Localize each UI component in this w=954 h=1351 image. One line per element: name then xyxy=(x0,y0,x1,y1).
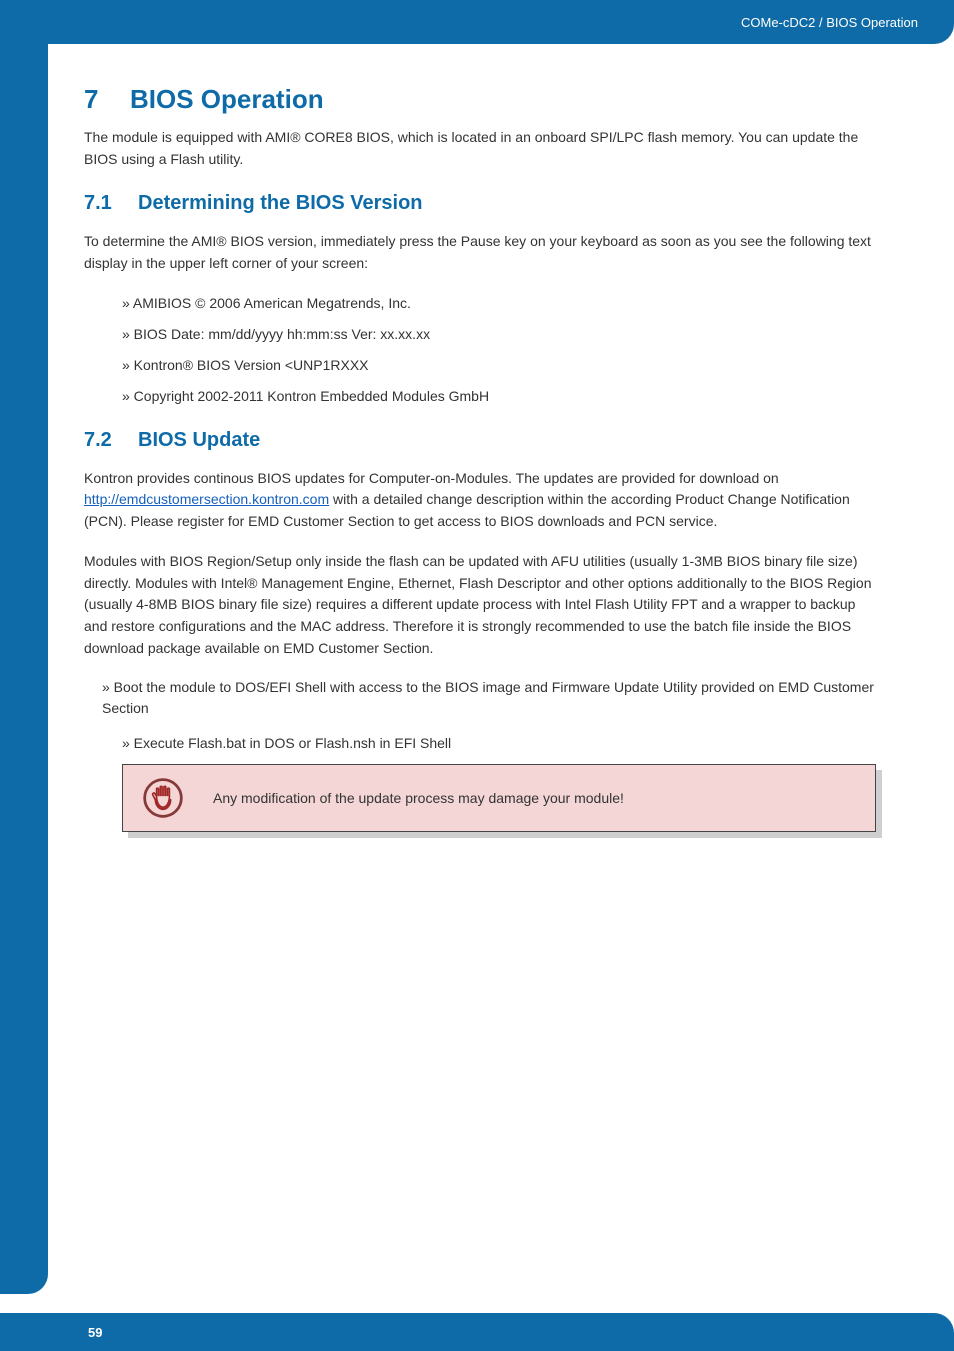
emd-customer-section-link[interactable]: http://emdcustomersection.kontron.com xyxy=(84,491,329,507)
p1-pre-text: Kontron provides continous BIOS updates … xyxy=(84,470,779,486)
list-item: » BIOS Date: mm/dd/yyyy hh:mm:ss Ver: xx… xyxy=(122,324,882,345)
subsection-number: 7.2 xyxy=(84,429,138,452)
subsection-title: BIOS Update xyxy=(138,429,260,451)
list-item: » AMIBIOS © 2006 American Megatrends, In… xyxy=(122,293,882,314)
warning-callout: Any modification of the update process m… xyxy=(122,764,882,838)
stop-hand-icon xyxy=(141,776,185,820)
page-header: COMe-cDC2 / BIOS Operation xyxy=(0,0,954,44)
subsection-7-2-p1: Kontron provides continous BIOS updates … xyxy=(84,468,882,533)
bios-update-steps: » Boot the module to DOS/EFI Shell with … xyxy=(102,677,882,754)
list-item: » Boot the module to DOS/EFI Shell with … xyxy=(102,677,882,719)
left-decorative-strip xyxy=(0,0,48,1294)
list-item: » Kontron® BIOS Version <UNP1RXXX xyxy=(122,355,882,376)
warning-text: Any modification of the update process m… xyxy=(213,790,624,806)
breadcrumb: COMe-cDC2 / BIOS Operation xyxy=(741,15,918,30)
section-intro: The module is equipped with AMI® CORE8 B… xyxy=(84,127,882,170)
subsection-7-2-heading: 7.2BIOS Update xyxy=(84,429,882,452)
subsection-7-1-intro: To determine the AMI® BIOS version, imme… xyxy=(84,231,882,274)
warning-box: Any modification of the update process m… xyxy=(122,764,876,832)
subsection-number: 7.1 xyxy=(84,192,138,215)
bios-version-list: » AMIBIOS © 2006 American Megatrends, In… xyxy=(122,293,882,407)
list-item: » Copyright 2002-2011 Kontron Embedded M… xyxy=(122,386,882,407)
section-number: 7 xyxy=(84,84,130,115)
page-footer: 59 xyxy=(0,1313,954,1351)
subsection-title: Determining the BIOS Version xyxy=(138,192,423,214)
section-title: BIOS Operation xyxy=(130,84,324,114)
subsection-7-1-heading: 7.1Determining the BIOS Version xyxy=(84,192,882,215)
list-item: » Execute Flash.bat in DOS or Flash.nsh … xyxy=(122,733,882,754)
subsection-7-2-p2: Modules with BIOS Region/Setup only insi… xyxy=(84,551,882,659)
page-number: 59 xyxy=(88,1325,102,1340)
page-content: 7BIOS Operation The module is equipped w… xyxy=(84,84,882,838)
section-heading: 7BIOS Operation xyxy=(84,84,882,115)
